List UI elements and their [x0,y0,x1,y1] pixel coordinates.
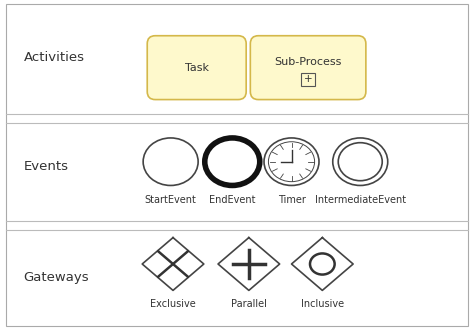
Text: Sub-Process: Sub-Process [274,57,342,67]
Text: StartEvent: StartEvent [145,195,197,205]
Ellipse shape [310,253,335,275]
Ellipse shape [143,138,198,185]
Text: Exclusive: Exclusive [150,299,196,309]
Text: Parallel: Parallel [231,299,267,309]
Text: +: + [304,74,312,84]
Ellipse shape [268,142,315,182]
Text: EndEvent: EndEvent [209,195,255,205]
Text: IntermediateEvent: IntermediateEvent [315,195,406,205]
Ellipse shape [205,138,260,185]
Ellipse shape [338,143,382,181]
Text: Timer: Timer [278,195,305,205]
FancyBboxPatch shape [301,73,315,85]
Text: Inclusive: Inclusive [301,299,344,309]
Text: Task: Task [185,63,209,73]
Ellipse shape [333,138,388,185]
Polygon shape [218,238,280,290]
Text: Events: Events [24,160,69,173]
FancyBboxPatch shape [147,36,246,100]
Ellipse shape [264,138,319,185]
Polygon shape [292,238,353,290]
FancyBboxPatch shape [250,36,366,100]
Text: Gateways: Gateways [24,271,89,284]
Polygon shape [142,238,204,290]
Text: Activities: Activities [24,51,85,64]
